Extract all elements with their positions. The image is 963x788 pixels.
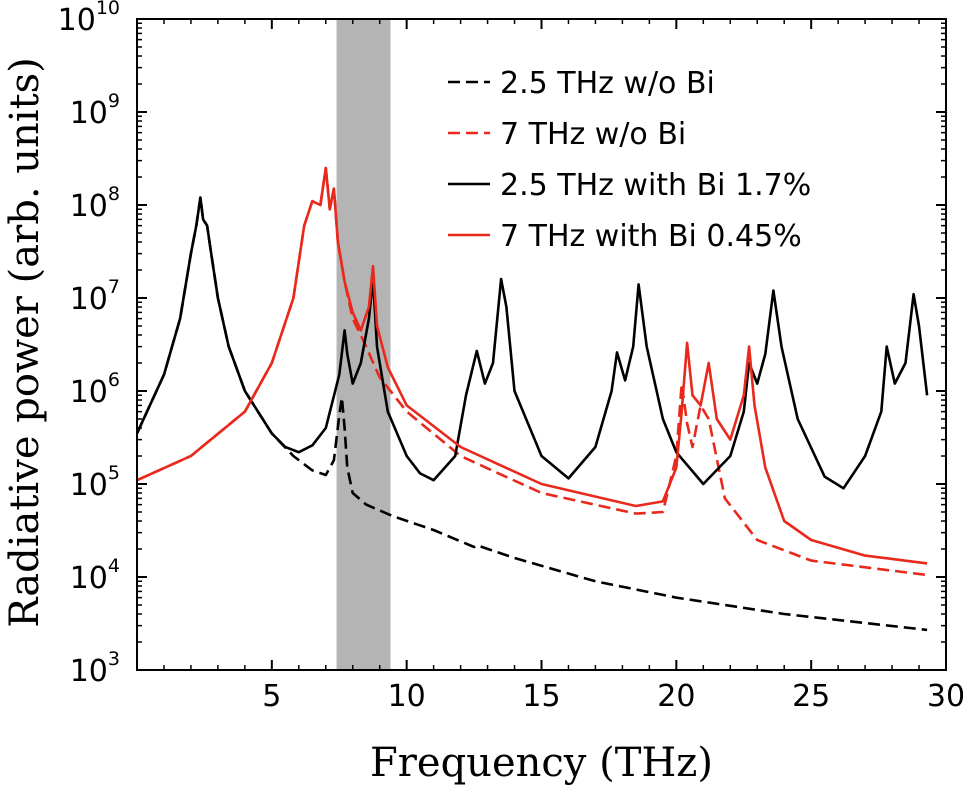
y-tick-label: 107	[70, 276, 120, 317]
tick-layer: 5 10 15 20 25 30 103 104 105 106 107 108 109 1010	[58, 0, 963, 714]
series-layer	[135, 166, 929, 632]
x-axis-label: Frequency (THz)	[370, 740, 713, 786]
x-tick-label: 15	[522, 679, 560, 714]
legend-label-1: 2.5 THz w/o Bi	[500, 66, 715, 101]
y-tick-label: 109	[70, 90, 120, 131]
legend: 2.5 THz w/o Bi 7 THz w/o Bi 2.5 THz with B…	[448, 66, 811, 254]
x-tick-label: 20	[657, 679, 695, 714]
legend-label-4: 7 THz with Bi 0.45%	[500, 219, 802, 254]
series-line-3	[135, 196, 929, 490]
y-tick-label: 106	[70, 369, 120, 410]
x-tick-label: 10	[388, 679, 426, 714]
x-tick-label: 25	[792, 679, 830, 714]
y-tick-label: 1010	[58, 0, 120, 38]
x-tick-label: 5	[262, 679, 281, 714]
plot-frame	[136, 18, 947, 671]
y-tick-label: 105	[70, 462, 120, 503]
y-tick-label: 108	[70, 183, 120, 224]
series-line-4	[136, 166, 928, 565]
y-tick-label: 103	[70, 648, 120, 689]
legend-label-2: 7 THz w/o Bi	[500, 117, 686, 152]
y-axis-label: Radiative power (arb. units)	[2, 57, 48, 628]
x-tick-label: 30	[927, 679, 963, 714]
y-tick-label: 104	[70, 555, 120, 596]
legend-label-3: 2.5 THz with Bi 1.7%	[500, 168, 811, 203]
